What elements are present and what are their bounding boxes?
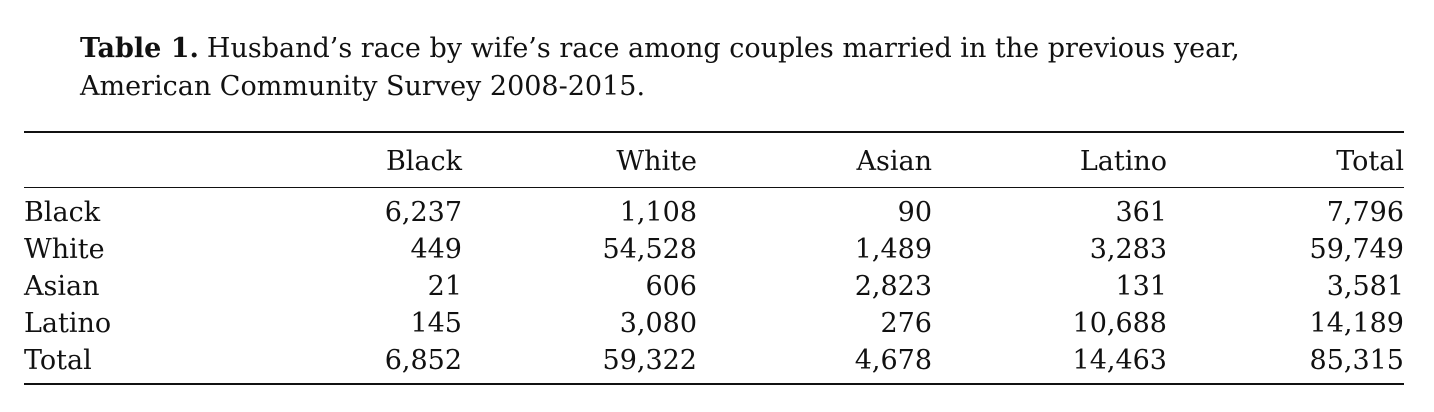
race-crosstab-table: Black White Asian Latino Total Black 6,2… [24, 131, 1404, 385]
table-cell: 3,080 [619, 308, 697, 339]
header-cell-asian: Asian [856, 145, 932, 177]
header-cell-total: Total [1336, 145, 1404, 177]
table-container: Black White Asian Latino Total Black 6,2… [24, 131, 1404, 385]
table-row: Latino 145 3,080 276 10,688 14,189 [24, 305, 1404, 342]
header-cell-latino: Latino [1079, 145, 1167, 177]
table-row-total: Total 6,852 59,322 4,678 14,463 85,315 [24, 342, 1404, 384]
row-label: Asian [24, 271, 100, 302]
table-cell: 54,528 [602, 234, 697, 265]
table-cell: 3,283 [1089, 234, 1167, 265]
row-label: Total [24, 345, 92, 376]
table-cell: 14,463 [1072, 345, 1167, 376]
table-cell: 21 [427, 271, 462, 302]
row-label: White [24, 234, 105, 265]
table-row: White 449 54,528 1,489 3,283 59,749 [24, 231, 1404, 268]
table-caption-label: Table 1. [80, 33, 199, 64]
table-cell: 361 [1115, 197, 1167, 228]
table-cell: 1,489 [854, 234, 932, 265]
header-cell-white: White [616, 145, 697, 177]
row-label: Black [24, 197, 101, 228]
table-cell: 449 [410, 234, 462, 265]
table-cell: 10,688 [1072, 308, 1167, 339]
table-cell: 14,189 [1309, 308, 1404, 339]
table-cell: 59,749 [1309, 234, 1404, 265]
table-cell: 1,108 [619, 197, 697, 228]
table-header: Black White Asian Latino Total [24, 132, 1404, 188]
table-cell: 2,823 [854, 271, 932, 302]
table-cell: 59,322 [602, 345, 697, 376]
table-cell: 6,237 [384, 197, 462, 228]
table-cell: 6,852 [384, 345, 462, 376]
table-cell: 606 [645, 271, 697, 302]
table-cell: 90 [897, 197, 932, 228]
row-label: Latino [24, 308, 112, 339]
table-cell: 145 [410, 308, 462, 339]
table-cell: 7,796 [1326, 197, 1404, 228]
table-caption: Table 1. Husband’s race by wife’s race am… [80, 30, 1370, 106]
header-cell-stub [24, 132, 224, 188]
header-row: Black White Asian Latino Total [24, 132, 1404, 188]
table-row: Black 6,237 1,108 90 361 7,796 [24, 188, 1404, 232]
table-cell: 3,581 [1326, 271, 1404, 302]
table-cell: 4,678 [854, 345, 932, 376]
table-cell: 85,315 [1309, 345, 1404, 376]
table-row: Asian 21 606 2,823 131 3,581 [24, 268, 1404, 305]
table-caption-text: Husband’s race by wife’s race among coup… [80, 33, 1240, 102]
table-cell: 131 [1115, 271, 1167, 302]
table-body: Black 6,237 1,108 90 361 7,796 White 449… [24, 188, 1404, 384]
table-cell: 276 [880, 308, 932, 339]
header-cell-black: Black [385, 145, 462, 177]
